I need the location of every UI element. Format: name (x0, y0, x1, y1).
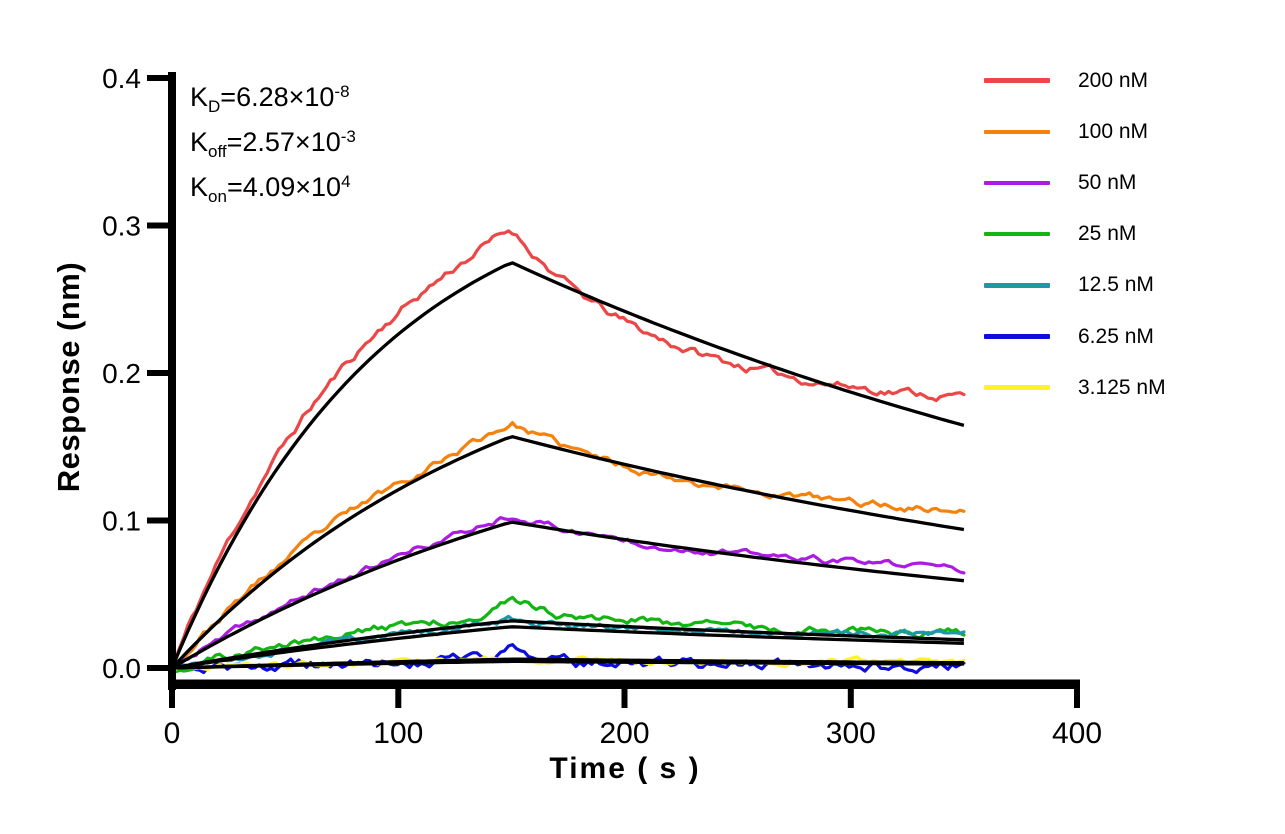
fit-curve-50-nM (171, 520, 965, 670)
y-axis-title: Response (nm) (51, 261, 86, 493)
kon-exponent: 4 (341, 172, 351, 191)
kon-annotation: Kon=4.09×104 (190, 172, 356, 217)
legend-label: 25 nM (1078, 222, 1137, 246)
y-tick (147, 517, 168, 524)
x-tick-label: 100 (373, 717, 423, 750)
y-tick-label: 0.3 (102, 211, 141, 242)
x-tick-label: 300 (826, 717, 876, 750)
legend-item: 50 nM (984, 157, 1166, 208)
legend-label: 3.125 nM (1078, 375, 1166, 399)
x-tick (1074, 689, 1080, 708)
legend-line-swatch (984, 283, 1050, 288)
y-tick-label: 0.0 (102, 653, 141, 684)
y-tick (147, 665, 168, 671)
y-tick (147, 222, 168, 229)
x-tick-label: 200 (599, 717, 649, 750)
fit-curve-25-nM (171, 619, 964, 670)
legend-line-swatch (984, 385, 1050, 390)
y-tick-label: 0.1 (102, 506, 141, 537)
legend-line-swatch (984, 231, 1050, 237)
kd-symbol: K (190, 82, 209, 112)
y-tick-label: 0.2 (102, 358, 141, 389)
kon-symbol: K (190, 172, 209, 202)
kd-annotation: KD=6.28×10-8 (190, 82, 356, 127)
koff-value: =2.57×10 (226, 127, 341, 157)
y-axis-line (168, 72, 176, 690)
y-tick (147, 370, 168, 376)
legend-item: 25 nM (984, 209, 1166, 260)
kd-exponent: -8 (334, 82, 350, 101)
legend-label: 100 nM (1078, 119, 1149, 143)
legend-label: 200 nM (1078, 68, 1149, 92)
x-tick (621, 689, 628, 708)
koff-annotation: Koff=2.57×10-3 (190, 127, 356, 172)
koff-exponent: -3 (340, 127, 356, 146)
kd-value: =6.28×10 (220, 82, 335, 112)
legend-item: 100 nM (984, 106, 1166, 157)
x-axis-title: Time ( s ) (549, 752, 701, 785)
legend-item: 6.25 nM (984, 311, 1166, 362)
fit-curve-12-5-nM (171, 625, 964, 670)
kinetics-annotations: KD=6.28×10-8 Koff=2.57×10-3 Kon=4.09×104 (190, 82, 356, 217)
x-tick (169, 689, 175, 708)
tick-labels: 0.0 0.1 0.2 0.3 0.4 0 100 200 300 400 (102, 63, 1102, 750)
legend-item: 3.125 nM (984, 362, 1166, 413)
y-tick-label: 0.4 (102, 63, 141, 94)
axes (147, 72, 1080, 708)
y-tick (147, 75, 168, 81)
koff-symbol: K (190, 127, 209, 157)
x-tick-label: 400 (1052, 717, 1102, 750)
fit-curves (170, 261, 965, 670)
kon-subscript: on (208, 187, 227, 206)
x-tick (847, 689, 854, 708)
kd-subscript: D (208, 97, 221, 116)
fit-curve-200-nM (170, 261, 965, 669)
legend-label: 50 nM (1078, 170, 1137, 194)
x-axis-line (168, 679, 1080, 689)
x-tick (395, 689, 402, 708)
legend-line-swatch (984, 78, 1050, 83)
koff-subscript: off (208, 142, 227, 161)
kon-value: =4.09×10 (226, 172, 342, 202)
fit-curve-3-125-nM (171, 659, 964, 670)
series-curve-50-nM (170, 516, 966, 670)
legend-line-swatch (984, 334, 1050, 339)
series-curve-100-nM (170, 421, 966, 670)
fit-curve-100-nM (170, 435, 965, 670)
legend-label: 6.25 nM (1078, 324, 1154, 348)
legend-line-swatch (984, 129, 1050, 135)
legend-line-swatch (984, 180, 1050, 186)
x-tick-label: 0 (164, 717, 181, 750)
legend: 200 nM 100 nM 50 nM 25 nM 12.5 nM 6.25 nM 3.12… (984, 55, 1166, 413)
legend-item: 200 nM (984, 55, 1166, 106)
legend-label: 12.5 nM (1078, 273, 1154, 297)
legend-item: 12.5 nM (984, 260, 1166, 311)
